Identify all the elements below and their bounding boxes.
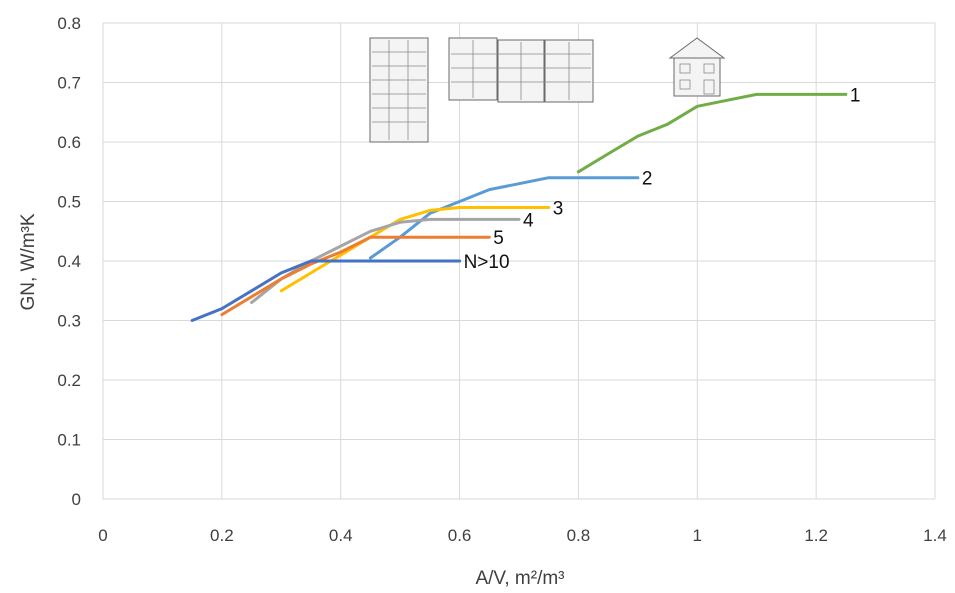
series-label: N>10	[464, 252, 510, 273]
series-label: 3	[553, 198, 564, 219]
series-lines	[190, 92, 848, 322]
axes: 00.10.20.30.40.50.60.70.80 0.2 0.4 0.6 0.8 1 1…	[57, 14, 946, 545]
x-tick-label: 1	[693, 526, 702, 545]
x-tick-label: 1.4	[923, 526, 947, 545]
y-tick-label: 0.6	[57, 133, 81, 152]
series-line-1	[576, 92, 848, 174]
series-label: 5	[493, 228, 504, 249]
y-tick-label: 0.2	[57, 371, 81, 390]
detached-house-icon	[668, 37, 726, 97]
x-tick-label: 1.2	[804, 526, 828, 545]
y-tick-label: 0.1	[57, 431, 81, 450]
x-axis-title: A/V, m²/m³	[475, 568, 564, 589]
y-tick-label: 0.7	[57, 74, 81, 93]
tall-apartment-building-icon	[369, 37, 429, 143]
series-line-5	[220, 235, 491, 317]
series-label: 1	[850, 85, 861, 106]
x-tick-label: 0.2	[210, 526, 234, 545]
y-tick-label: 0.3	[57, 312, 81, 331]
x-tick-label: 0.8	[567, 526, 591, 545]
x-tick-label: 0	[98, 526, 107, 545]
block-apartment-buildings-icon	[448, 37, 594, 103]
series-label: 2	[642, 169, 653, 190]
y-tick-label: 0.8	[57, 14, 81, 33]
x-tick-label: 0.4	[329, 526, 353, 545]
y-tick-label: 0	[72, 490, 81, 509]
x-tick-label: 0.6	[448, 526, 472, 545]
y-tick-label: 0.4	[57, 252, 81, 271]
series-line-6	[190, 259, 462, 322]
series-label: 4	[523, 210, 534, 231]
series-labels: 1 2 345 N>10	[464, 85, 861, 273]
y-axis-title: GN, W/m³K	[18, 213, 39, 310]
series-line-2	[368, 176, 640, 260]
y-tick-label: 0.5	[57, 193, 81, 212]
